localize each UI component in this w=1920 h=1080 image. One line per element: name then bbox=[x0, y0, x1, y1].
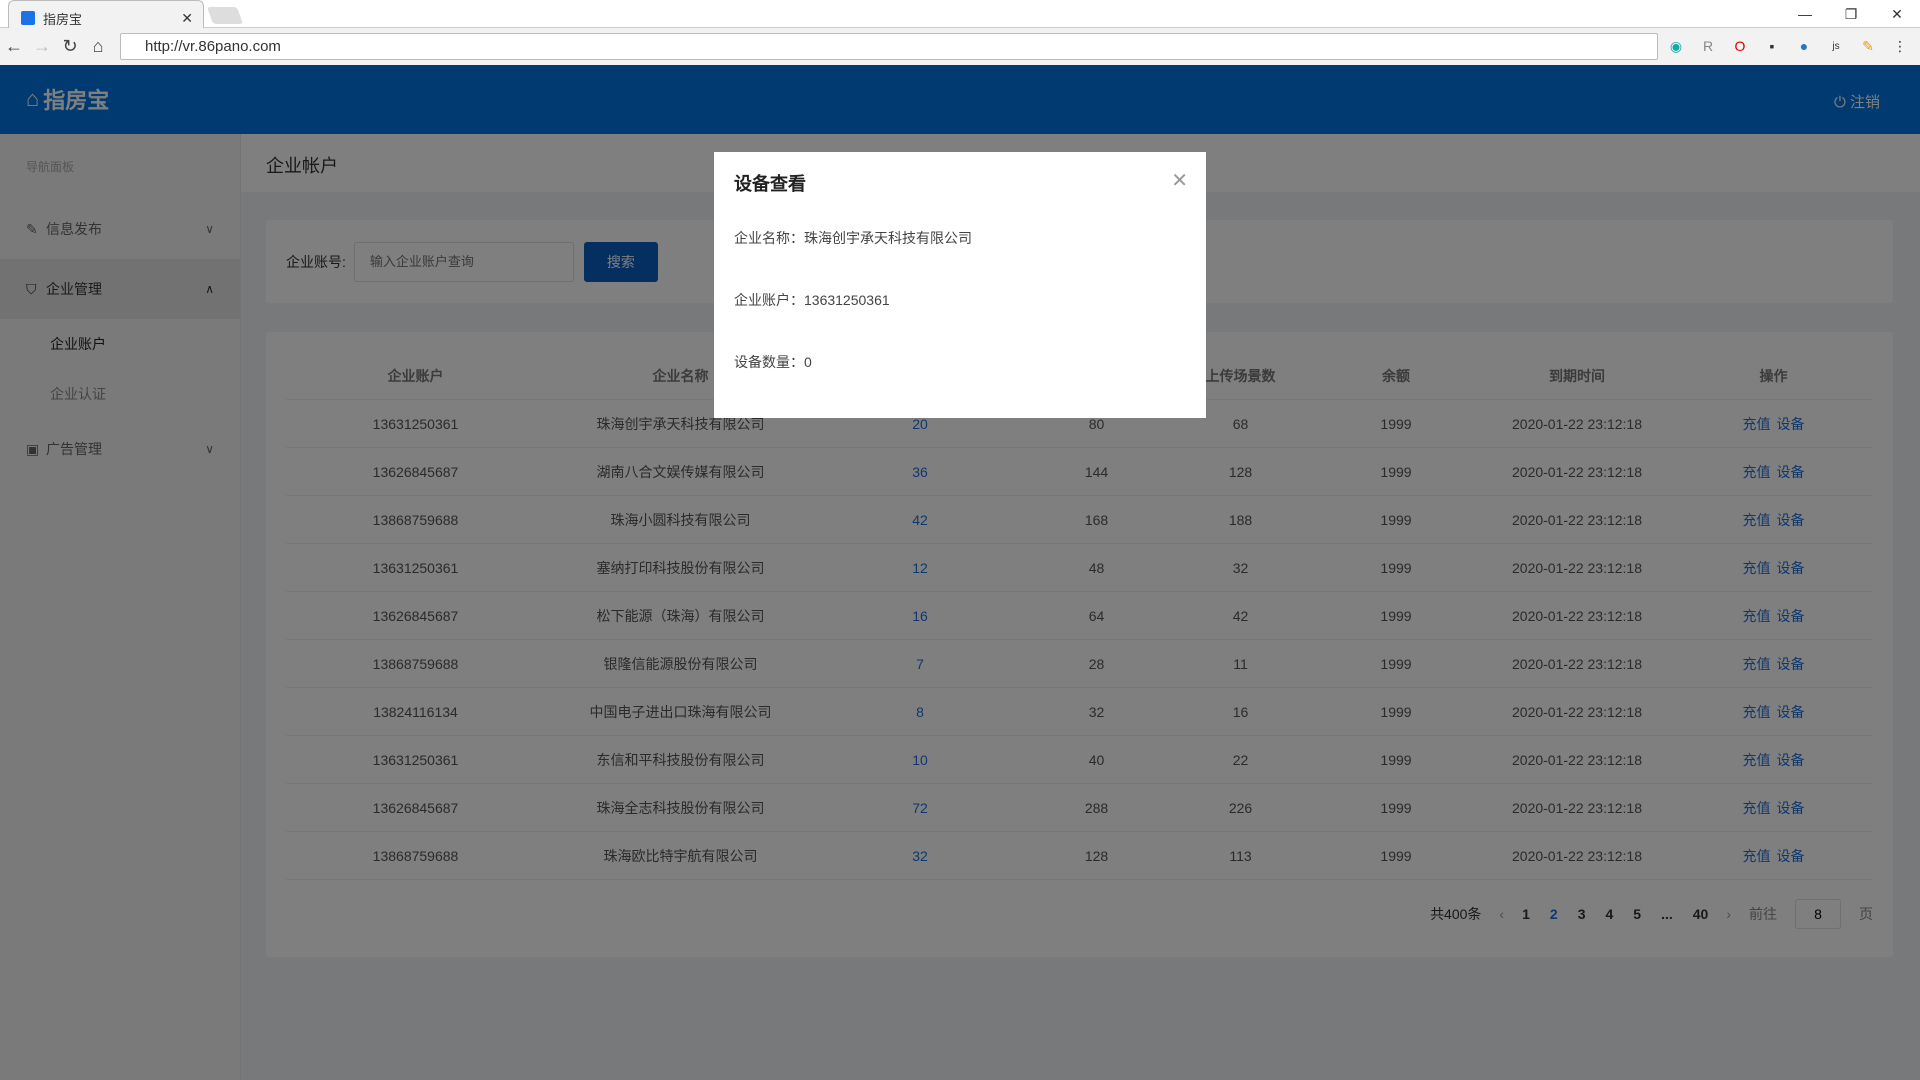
extension-js-icon[interactable]: js bbox=[1832, 40, 1840, 52]
extension-camera-icon[interactable]: ▪ bbox=[1769, 38, 1775, 54]
extension-r-icon[interactable]: R bbox=[1702, 38, 1714, 54]
close-tab-icon[interactable]: ✕ bbox=[181, 9, 193, 26]
extension-pencil-icon[interactable]: ✎ bbox=[1862, 37, 1874, 54]
minimize-icon[interactable]: — bbox=[1798, 6, 1812, 22]
modal-device-count: 设备数量：0 bbox=[734, 354, 812, 370]
new-tab-button[interactable] bbox=[206, 7, 244, 24]
extension-globe-icon[interactable]: ● bbox=[1799, 38, 1809, 54]
tab-title: 指房宝 bbox=[43, 11, 83, 27]
modal-account: 企业账户：13631250361 bbox=[734, 292, 890, 308]
modal-company-name: 企业名称：珠海创宇承天科技有限公司 bbox=[734, 230, 972, 246]
browser-tab-bar: 指房宝 ✕ — ❐ ✕ bbox=[0, 0, 1920, 29]
reload-icon[interactable]: ↻ bbox=[62, 36, 78, 56]
home-icon[interactable]: ⌂ bbox=[92, 36, 104, 56]
restore-icon[interactable]: ❐ bbox=[1844, 5, 1858, 22]
extension-opera-icon[interactable]: O bbox=[1734, 38, 1746, 54]
favicon-icon bbox=[21, 11, 35, 25]
close-icon[interactable]: ✕ bbox=[1171, 170, 1188, 192]
url-input[interactable]: http://vr.86pano.com bbox=[120, 33, 1658, 60]
address-bar-row: ← → ↻ ⌂ http://vr.86pano.com ◉ R O ▪ ● js ✎ ⋮ bbox=[0, 28, 1920, 65]
extension-icon[interactable]: ◉ bbox=[1669, 37, 1683, 54]
browser-tab[interactable]: 指房宝 ✕ bbox=[8, 0, 204, 29]
back-icon[interactable]: ← bbox=[5, 36, 23, 56]
modal-title: 设备查看 bbox=[734, 174, 806, 194]
forward-icon[interactable]: → bbox=[33, 36, 51, 56]
close-window-icon[interactable]: ✕ bbox=[1891, 5, 1903, 22]
menu-dots-icon[interactable]: ⋮ bbox=[1893, 37, 1907, 54]
device-view-modal: 设备查看 ✕ 企业名称：珠海创宇承天科技有限公司 企业账户：1363125036… bbox=[714, 152, 1206, 418]
